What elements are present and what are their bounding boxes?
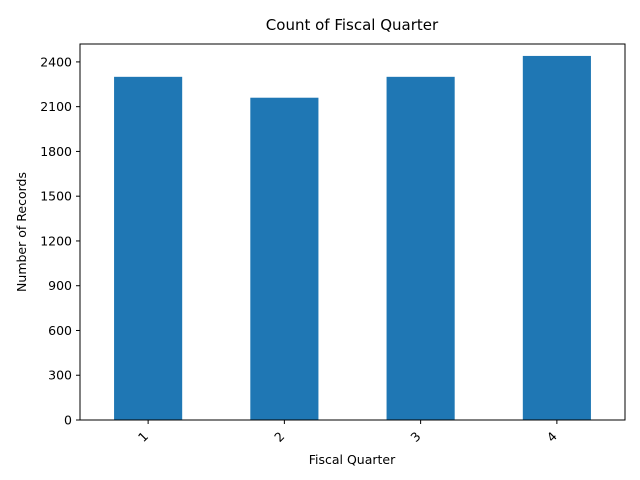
y-tick-label: 1800	[40, 144, 72, 159]
x-axis-label: Fiscal Quarter	[309, 452, 396, 467]
y-tick-label: 600	[48, 323, 72, 338]
bars-group	[114, 55, 591, 421]
bar-q4	[522, 55, 591, 420]
x-tick-label: 3	[407, 429, 423, 445]
y-axis-label: Number of Records	[14, 172, 29, 292]
x-tick-label: 4	[544, 429, 560, 445]
bar-q2	[250, 97, 319, 420]
chart-title: Count of Fiscal Quarter	[266, 16, 439, 34]
bar-q1	[114, 76, 183, 421]
x-tick-label: 1	[135, 429, 151, 445]
plot-frame	[79, 43, 626, 421]
x-tick-label: 2	[271, 429, 287, 445]
x-axis: 1 2 3 4	[135, 420, 560, 445]
y-tick-label: 2400	[40, 54, 72, 69]
y-tick-label: 300	[48, 368, 72, 383]
y-tick-label: 1500	[40, 189, 72, 204]
y-tick-label: 1200	[40, 233, 72, 248]
y-tick-label: 2100	[40, 99, 72, 114]
bar-q3	[386, 76, 455, 421]
y-tick-label: 0	[64, 413, 72, 428]
y-tick-label: 900	[48, 278, 72, 293]
y-axis: 0 300 600 900 1200 1500 1800 2100 2400	[40, 54, 80, 428]
